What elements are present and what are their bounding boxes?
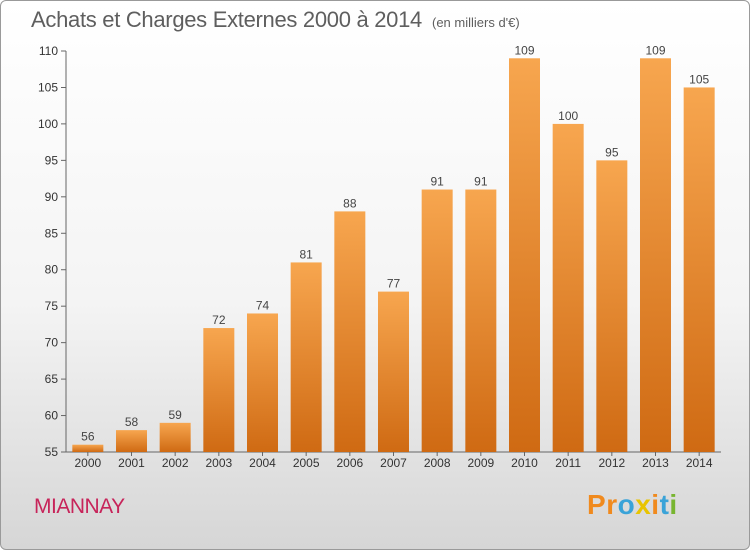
y-tick-label: 80 <box>45 263 59 277</box>
data-label: 105 <box>689 72 709 86</box>
x-tick-label: 2010 <box>511 456 538 470</box>
logo-letter: P <box>587 489 607 520</box>
bars <box>72 58 715 453</box>
bar <box>116 430 147 452</box>
data-label: 109 <box>645 43 665 57</box>
bar <box>465 189 497 452</box>
x-tick-label: 2013 <box>642 456 669 470</box>
y-tick-label: 70 <box>45 336 59 350</box>
axes: 55 60 65 70 75 80 85 90 95 100 105 110 2000 2001 2002 2… <box>38 44 721 470</box>
bar <box>203 328 235 452</box>
chart-title: Achats et Charges Externes 2000 à 2014 <box>31 7 422 32</box>
logo-letter: i <box>651 489 660 520</box>
x-tick-label: 2006 <box>336 456 363 470</box>
y-tick-label: 110 <box>39 44 58 58</box>
y-tick-label: 100 <box>38 117 58 131</box>
location-label: MIANNAY <box>34 495 125 518</box>
logo-letter: o <box>617 489 636 520</box>
x-tick-label: 2004 <box>249 456 276 470</box>
x-tick-label: 2012 <box>598 456 625 470</box>
y-tick-label: 65 <box>45 372 59 386</box>
data-label: 81 <box>299 247 313 261</box>
x-tick-label: 2003 <box>205 456 232 470</box>
data-label: 58 <box>125 415 139 429</box>
chart-subtitle: (en milliers d'€) <box>431 15 520 30</box>
data-label: 56 <box>81 430 95 444</box>
data-label: 91 <box>430 175 444 189</box>
data-label: 95 <box>605 145 619 159</box>
bar <box>290 262 322 452</box>
y-tick-label: 55 <box>45 445 59 459</box>
logo-letter: i <box>669 489 678 520</box>
x-tick-label: 2014 <box>686 456 713 470</box>
x-tick-label: 2002 <box>162 456 189 470</box>
x-tick-label: 2000 <box>74 456 101 470</box>
bar <box>552 123 584 452</box>
x-tick-label: 2011 <box>555 456 581 470</box>
data-label: 100 <box>558 109 578 123</box>
y-tick-label: 75 <box>45 299 59 313</box>
y-tick-label: 95 <box>45 153 59 167</box>
value-labels: 56 58 59 72 74 81 88 77 91 91 109 100 95 109 105 <box>81 43 709 443</box>
proxiti-logo: Proxiti <box>587 489 678 521</box>
x-tick-label: 2005 <box>293 456 320 470</box>
y-tick-label: 60 <box>45 409 59 423</box>
bar <box>247 313 278 452</box>
x-tick-label: 2001 <box>118 456 145 470</box>
bar <box>378 291 409 452</box>
y-tick-label: 85 <box>45 226 59 240</box>
bar <box>72 444 104 452</box>
logo-letter: t <box>659 489 670 520</box>
data-label: 72 <box>212 313 226 327</box>
data-label: 77 <box>387 277 401 291</box>
data-label: 59 <box>168 408 182 422</box>
data-label: 74 <box>256 298 270 312</box>
bar <box>640 58 671 453</box>
chart-title-block: Achats et Charges Externes 2000 à 2014 (e… <box>31 7 520 33</box>
bar <box>159 422 191 452</box>
logo-letter: x <box>635 489 652 520</box>
y-tick-label: 105 <box>38 80 58 94</box>
x-tick-label: 2009 <box>467 456 494 470</box>
bar <box>596 160 628 452</box>
data-label: 91 <box>474 175 488 189</box>
x-tick-label: 2007 <box>380 456 407 470</box>
bar <box>421 189 453 452</box>
bar <box>683 87 715 453</box>
x-tick-label: 2008 <box>424 456 451 470</box>
bar <box>509 58 540 453</box>
data-label: 109 <box>514 43 534 57</box>
bar <box>334 211 366 452</box>
data-label: 88 <box>343 196 357 210</box>
logo-letter: r <box>606 489 618 520</box>
y-tick-label: 90 <box>45 190 59 204</box>
